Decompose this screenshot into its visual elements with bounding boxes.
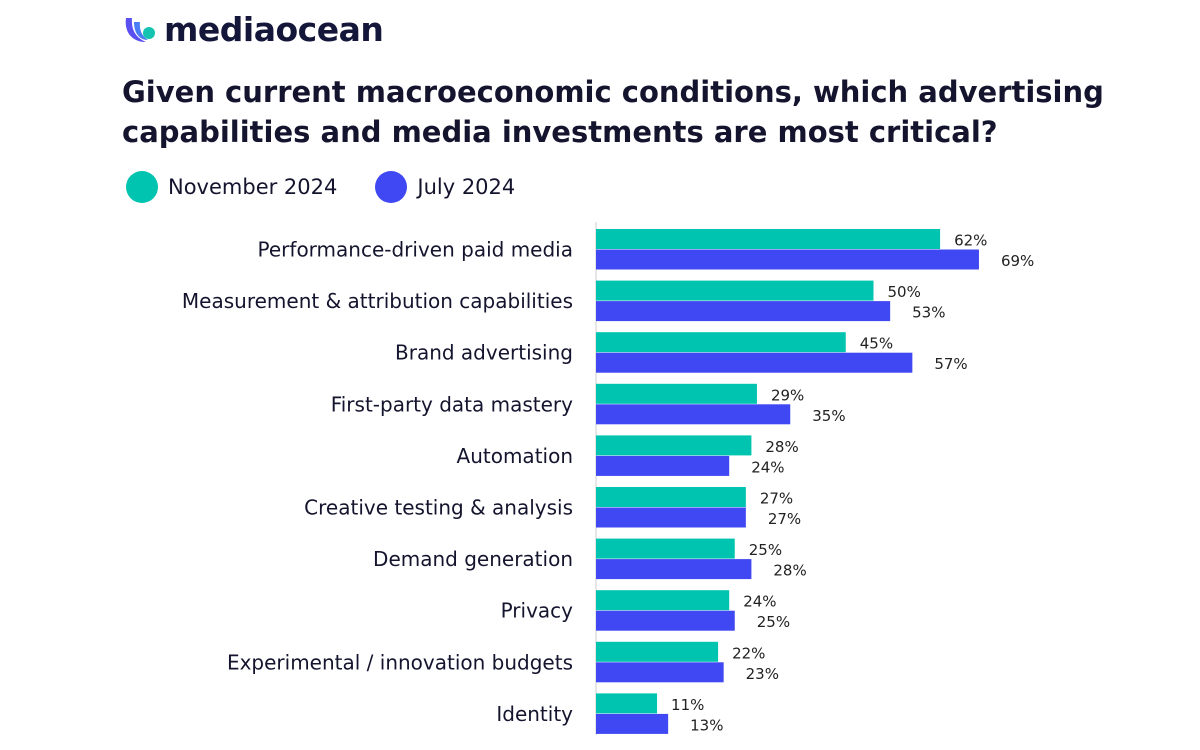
data-label: 22% (732, 644, 765, 662)
data-label: 25% (757, 613, 790, 631)
bar (596, 435, 752, 456)
data-label: 62% (954, 232, 987, 250)
logo: mediaocean (122, 10, 384, 49)
bar (596, 455, 730, 476)
bar (596, 352, 913, 373)
bar (596, 559, 752, 580)
data-label: 35% (812, 407, 845, 425)
data-label: 24% (751, 458, 784, 476)
legend-swatch (126, 171, 158, 203)
category-label: Performance-driven paid media (258, 238, 573, 262)
data-label: 69% (1001, 252, 1034, 270)
data-label: 50% (888, 283, 921, 301)
data-label: 29% (771, 386, 804, 404)
bar (596, 229, 941, 249)
data-label: 11% (671, 696, 704, 714)
legend-label: July 2024 (417, 175, 516, 199)
data-label: 13% (690, 716, 723, 734)
category-label: Automation (457, 444, 573, 468)
bar (596, 590, 730, 611)
bar (596, 404, 791, 425)
legend-item-november-2024: November 2024 (126, 171, 337, 203)
data-label: 25% (749, 541, 782, 559)
bar (596, 693, 658, 714)
legend: November 2024 July 2024 (126, 171, 515, 203)
bar (596, 538, 735, 559)
category-label: Measurement & attribution capabilities (182, 289, 573, 313)
bar (596, 487, 746, 507)
category-label: Experimental / innovation budgets (227, 650, 573, 674)
legend-swatch (375, 171, 408, 203)
bar (596, 641, 719, 662)
legend-item-july-2024: July 2024 (375, 171, 515, 203)
category-label: Demand generation (373, 547, 573, 571)
bar (596, 713, 669, 734)
legend-label: November 2024 (168, 175, 338, 199)
category-label: Brand advertising (395, 341, 573, 365)
bar (596, 280, 874, 301)
data-label: 23% (746, 665, 779, 683)
category-label: Privacy (501, 599, 574, 623)
bar (596, 662, 724, 683)
bar (596, 249, 979, 270)
data-label: 27% (768, 510, 801, 528)
data-label: 24% (743, 593, 776, 611)
bar (596, 301, 891, 322)
data-label: 57% (934, 355, 967, 373)
chart-title: Given current macroeconomic conditions, … (122, 75, 1104, 149)
bar (596, 383, 757, 404)
mediaocean-logo-icon (125, 17, 155, 42)
data-label: 28% (773, 562, 806, 580)
bar (596, 332, 846, 353)
category-label: First-party data mastery (331, 392, 573, 416)
data-label: 28% (765, 438, 798, 456)
category-label: Identity (496, 702, 573, 726)
data-label: 45% (860, 335, 893, 353)
data-label: 27% (760, 490, 793, 508)
bar (596, 507, 746, 528)
logo-text: mediaocean (164, 10, 384, 49)
category-label: Creative testing & analysis (304, 496, 573, 520)
bar (596, 610, 735, 631)
data-label: 53% (912, 304, 945, 322)
